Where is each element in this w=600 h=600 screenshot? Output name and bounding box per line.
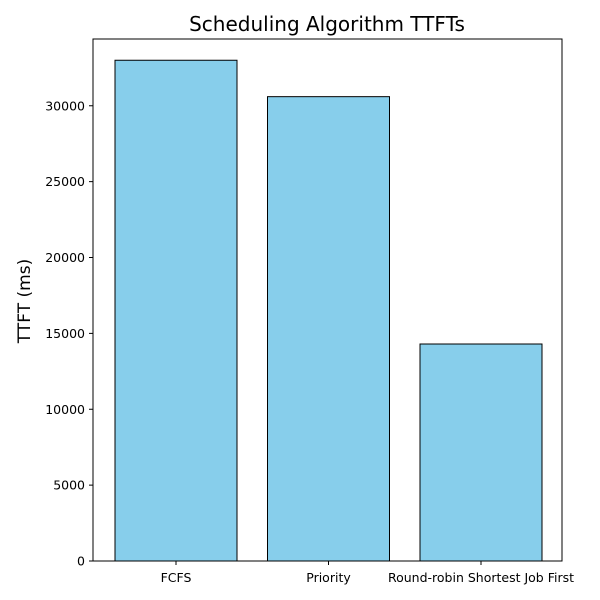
x-axis: FCFS Priority Round-robin Shortest Job Fir… xyxy=(161,561,574,585)
y-tick-label: 25000 xyxy=(45,174,85,189)
bar-fcfs xyxy=(114,59,238,562)
y-tick-label: 30000 xyxy=(45,98,85,113)
x-tick-label: Priority xyxy=(306,570,351,585)
y-tick-label: 15000 xyxy=(45,326,85,341)
chart-title: Scheduling Algorithm TTFTs xyxy=(189,12,465,36)
bar-round-robin-shortest-job-first xyxy=(419,343,543,562)
bars-group xyxy=(114,59,543,562)
x-tick-label: Round-robin Shortest Job First xyxy=(388,570,574,585)
y-axis: 0 5000 10000 15000 20000 25000 30000 xyxy=(45,98,93,569)
y-tick-label: 20000 xyxy=(45,250,85,265)
x-tick-label: FCFS xyxy=(161,570,192,585)
y-tick-label: 5000 xyxy=(53,478,85,493)
y-tick-label: 0 xyxy=(77,554,85,569)
plot-frame xyxy=(92,38,563,562)
y-tick-label: 10000 xyxy=(45,402,85,417)
y-axis-label: TTFT (ms) xyxy=(15,259,35,344)
bar-priority xyxy=(267,96,390,562)
